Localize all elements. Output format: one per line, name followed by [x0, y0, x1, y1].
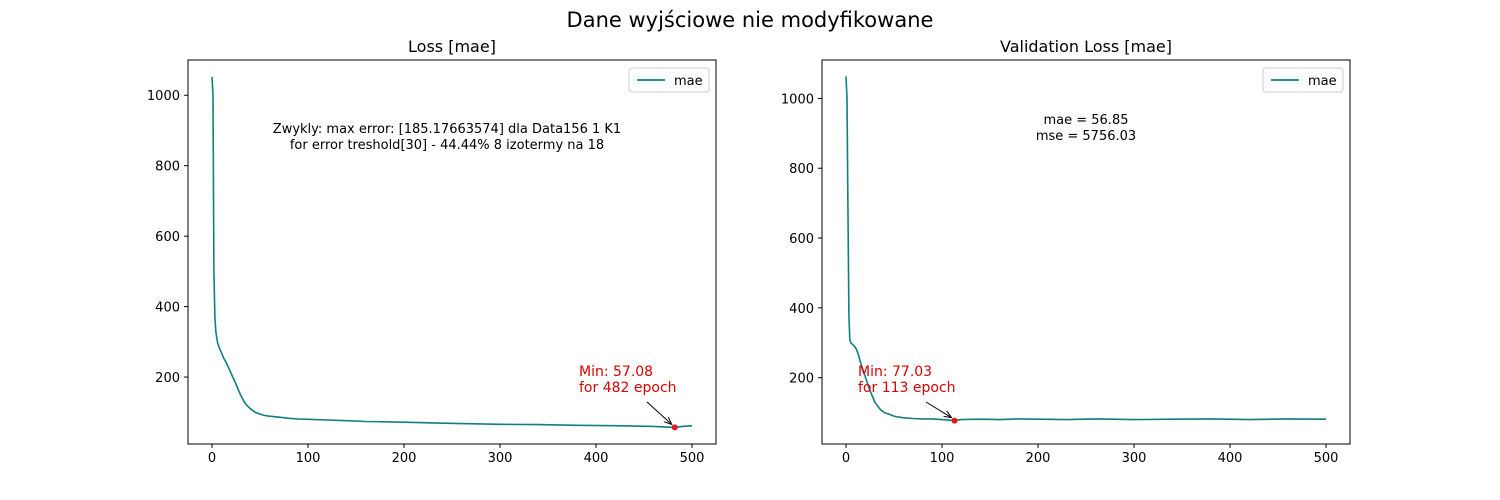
chart-title: Validation Loss [mae]	[1000, 37, 1172, 56]
x-tick-label: 400	[584, 451, 609, 466]
min-annotation-text: for 482 epoch	[579, 380, 677, 396]
x-tick-label: 200	[1026, 451, 1051, 466]
stats-text-line: mse = 5756.03	[1036, 129, 1136, 144]
plot-frame	[187, 59, 717, 445]
x-tick-label: 100	[296, 451, 321, 466]
x-tick-label: 500	[680, 451, 705, 466]
y-tick-label: 600	[155, 230, 180, 245]
min-point-marker	[671, 424, 678, 431]
series-line-mae	[211, 76, 693, 429]
y-tick-label: 400	[155, 301, 180, 316]
stats-text-line: Zwykly: max error: [185.17663574] dla Da…	[273, 122, 621, 137]
figure-title: Dane wyjściowe nie modyfikowane	[566, 8, 934, 32]
min-annotation-arrow	[925, 401, 952, 419]
y-tick-label: 800	[789, 162, 814, 177]
legend-label: mae	[1308, 74, 1337, 89]
x-tick-label: 400	[1218, 451, 1243, 466]
stats-text-line: for error treshold[30] - 44.44% 8 izoter…	[290, 138, 604, 153]
y-tick-label: 200	[789, 372, 814, 387]
chart-title: Loss [mae]	[408, 37, 496, 56]
min-point-marker	[951, 417, 958, 424]
y-tick-label: 200	[155, 371, 180, 386]
min-annotation-arrow	[646, 401, 673, 425]
x-tick-label: 0	[842, 451, 850, 466]
min-annotation-arrowhead	[943, 410, 953, 419]
y-tick-label: 600	[789, 232, 814, 247]
stats-text-line: mae = 56.85	[1043, 113, 1128, 128]
plot-frame	[821, 59, 1351, 445]
y-tick-label: 1000	[781, 92, 814, 107]
x-tick-label: 200	[392, 451, 417, 466]
legend-label: mae	[674, 74, 703, 89]
x-tick-label: 300	[1122, 451, 1147, 466]
y-tick-label: 800	[155, 160, 180, 175]
x-tick-label: 500	[1314, 451, 1339, 466]
min-annotation-text: Min: 57.08	[579, 364, 653, 380]
legend-box	[1262, 67, 1344, 93]
x-tick-label: 100	[930, 451, 955, 466]
x-tick-label: 300	[488, 451, 513, 466]
min-annotation-arrowhead	[664, 416, 673, 426]
y-tick-label: 1000	[147, 89, 180, 104]
min-annotation-text: for 113 epoch	[858, 380, 956, 396]
chart-panel-1: Loss [mae] 0 100 200 300 400 500 200 400 600 800 10…	[147, 37, 717, 466]
y-tick-label: 400	[789, 302, 814, 317]
legend-box	[628, 67, 710, 93]
series-line-mae	[845, 76, 1327, 422]
min-annotation-text: Min: 77.03	[858, 364, 932, 380]
x-tick-label: 0	[208, 451, 216, 466]
chart-panel-2: Validation Loss [mae] 0 100 200 300 400 500 200…	[781, 37, 1351, 466]
